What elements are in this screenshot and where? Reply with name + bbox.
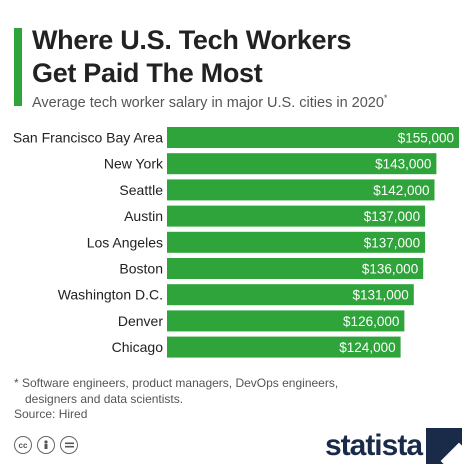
category-label: San Francisco Bay Area	[13, 130, 163, 146]
bar	[167, 310, 405, 332]
value-label: $136,000	[362, 262, 418, 277]
title-line-2: Get Paid The Most	[32, 58, 263, 88]
subtitle-text: Average tech worker salary in major U.S.…	[32, 94, 384, 111]
chart-subtitle: Average tech worker salary in major U.S.…	[32, 93, 387, 111]
bar	[167, 153, 437, 175]
cc-icon[interactable]: cc	[14, 436, 32, 454]
brand-name: statista	[324, 429, 423, 462]
title-line-1: Where U.S. Tech Workers	[32, 25, 352, 55]
footnote-line-2: designers and data scientists.	[25, 391, 184, 406]
category-label: Los Angeles	[87, 234, 163, 250]
category-label: Seattle	[119, 182, 163, 198]
bar	[167, 336, 401, 358]
chart-title: Where U.S. Tech Workers Get Paid The Mos…	[32, 24, 352, 90]
value-label: $126,000	[343, 314, 399, 329]
bar-chart: San Francisco Bay Area $155,000 New York $1…	[13, 127, 459, 358]
bar	[167, 231, 426, 253]
category-label: Chicago	[112, 339, 164, 355]
bar	[167, 205, 426, 227]
value-label: $131,000	[352, 288, 408, 303]
category-label: Washington D.C.	[58, 287, 163, 303]
footnote-line-1: * Software engineers, product managers, …	[14, 376, 339, 390]
bar	[167, 284, 414, 306]
bar	[167, 258, 424, 279]
category-label: Boston	[119, 261, 163, 277]
bar	[167, 179, 435, 201]
category-label: Denver	[118, 313, 163, 329]
source-note: Source: Hired	[14, 407, 88, 421]
nd-icon[interactable]	[60, 436, 78, 454]
title-accent-bar	[14, 28, 22, 106]
value-label: $137,000	[364, 235, 420, 250]
category-label: Austin	[124, 208, 163, 224]
subtitle-footnote-marker: *	[383, 93, 388, 103]
statista-logo-icon	[426, 428, 462, 464]
footnote: * Software engineers, product managers, …	[14, 376, 454, 407]
value-label: $143,000	[375, 157, 431, 172]
value-label: $155,000	[398, 131, 454, 146]
bar	[167, 127, 459, 148]
value-label: $142,000	[373, 183, 429, 198]
category-label: New York	[104, 156, 164, 172]
value-label: $137,000	[364, 209, 420, 224]
statista-brand[interactable]: statista	[325, 428, 462, 464]
by-icon[interactable]	[37, 436, 55, 454]
license-icons: cc	[14, 436, 78, 454]
value-label: $124,000	[339, 340, 395, 355]
